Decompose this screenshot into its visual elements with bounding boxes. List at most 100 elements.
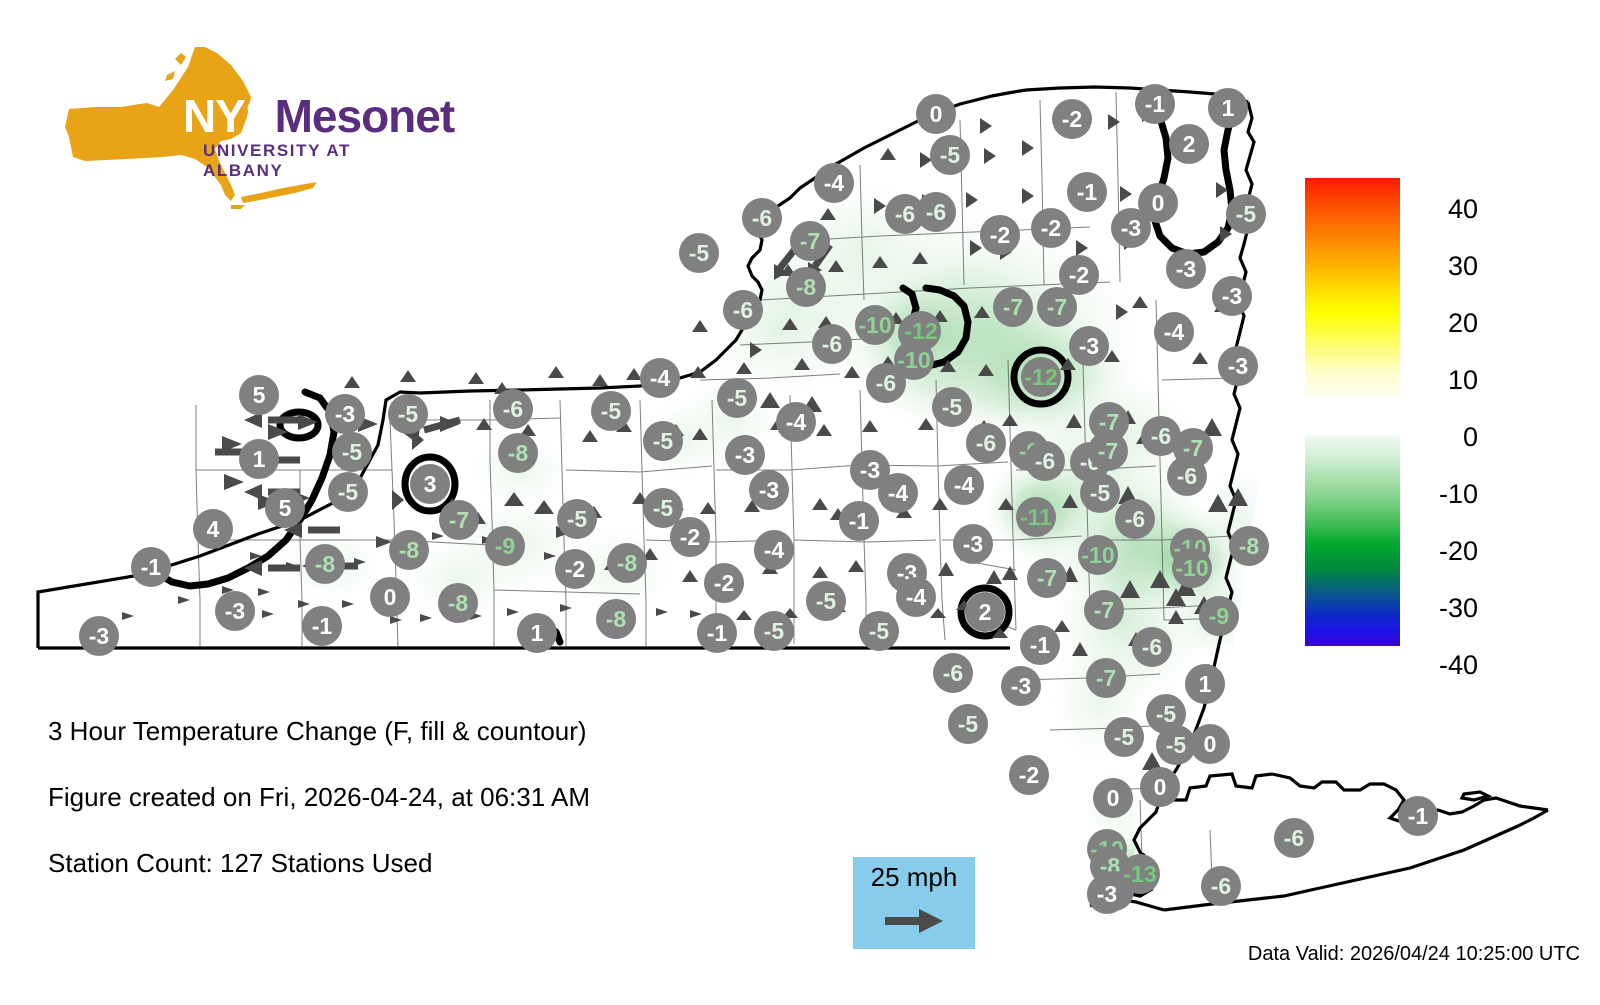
station-marker[interactable]: -5 <box>806 581 846 621</box>
station-marker[interactable]: -5 <box>754 611 794 651</box>
station-marker[interactable]: 2 <box>1169 124 1209 164</box>
station-marker[interactable]: 5 <box>239 375 279 415</box>
station-marker[interactable]: -6 <box>916 192 956 232</box>
station-marker[interactable]: -1 <box>1020 625 1060 665</box>
station-marker[interactable]: 5 <box>265 488 305 528</box>
station-marker[interactable]: -8 <box>786 267 826 307</box>
station-marker[interactable]: 0 <box>1138 183 1178 223</box>
station-marker[interactable]: -7 <box>1173 428 1213 468</box>
station-marker[interactable]: -12 <box>901 311 941 351</box>
station-marker[interactable]: -1 <box>839 501 879 541</box>
station-marker[interactable]: -5 <box>717 378 757 418</box>
station-marker[interactable]: -8 <box>596 599 636 639</box>
station-marker[interactable]: -6 <box>933 653 973 693</box>
station-marker[interactable]: -6 <box>493 389 533 429</box>
station-marker[interactable]: -6 <box>1025 441 1065 481</box>
station-marker[interactable]: -6 <box>966 423 1006 463</box>
station-marker[interactable]: -3 <box>725 435 765 475</box>
station-marker[interactable]: -2 <box>555 549 595 589</box>
station-marker[interactable]: -9 <box>1199 596 1239 636</box>
station-marker[interactable]: -4 <box>640 358 680 398</box>
station-marker[interactable]: -2 <box>1059 255 1099 295</box>
station-marker[interactable]: -11 <box>1016 497 1056 537</box>
station-marker[interactable]: 0 <box>1190 724 1230 764</box>
station-marker[interactable]: -5 <box>932 387 972 427</box>
station-marker[interactable]: 1 <box>1208 88 1248 128</box>
station-marker[interactable]: -2 <box>1052 99 1092 139</box>
station-marker[interactable]: -8 <box>305 544 345 584</box>
station-marker[interactable]: -10 <box>1172 548 1212 588</box>
station-marker[interactable]: -6 <box>742 198 782 238</box>
station-marker[interactable]: -8 <box>438 583 478 623</box>
station-marker[interactable]: -5 <box>328 472 368 512</box>
station-marker[interactable]: 1 <box>517 613 557 653</box>
station-marker[interactable]: -1 <box>131 547 171 587</box>
station-marker[interactable]: -6 <box>812 324 852 364</box>
station-marker[interactable]: -8 <box>498 433 538 473</box>
station-marker[interactable]: -7 <box>993 287 1033 327</box>
station-marker[interactable]: -1 <box>302 606 342 646</box>
station-marker[interactable]: -4 <box>776 402 816 442</box>
station-marker[interactable]: -9 <box>485 526 525 566</box>
station-marker[interactable]: -7 <box>1027 558 1067 598</box>
station-marker[interactable]: -5 <box>948 704 988 744</box>
station-marker[interactable]: -5 <box>1226 194 1266 234</box>
station-marker[interactable]: -3 <box>325 394 365 434</box>
station-marker[interactable]: -1 <box>1398 796 1438 836</box>
station-marker[interactable]: 0 <box>370 577 410 617</box>
station-marker[interactable]: -2 <box>980 215 1020 255</box>
station-marker[interactable]: -3 <box>953 524 993 564</box>
station-marker[interactable]: -5 <box>643 421 683 461</box>
station-marker[interactable]: -12 <box>1021 357 1061 397</box>
station-marker[interactable]: -2 <box>1009 755 1049 795</box>
station-marker[interactable]: -4 <box>896 577 936 617</box>
station-marker[interactable]: 3 <box>410 464 450 504</box>
station-marker[interactable]: -10 <box>1078 535 1118 575</box>
station-marker[interactable]: -1 <box>697 613 737 653</box>
station-marker[interactable]: -6 <box>1201 866 1241 906</box>
station-marker[interactable]: 0 <box>1140 767 1180 807</box>
station-marker[interactable]: -3 <box>1001 666 1041 706</box>
station-marker[interactable]: -5 <box>679 233 719 273</box>
station-marker[interactable]: -3 <box>749 470 789 510</box>
station-marker[interactable]: -1 <box>1135 84 1175 124</box>
station-marker[interactable]: 4 <box>193 509 233 549</box>
station-marker[interactable]: -6 <box>723 290 763 330</box>
station-marker[interactable]: -7 <box>1084 590 1124 630</box>
station-marker[interactable]: -2 <box>670 517 710 557</box>
station-marker[interactable]: -7 <box>1086 658 1126 698</box>
station-marker[interactable]: -6 <box>1115 499 1155 539</box>
station-marker[interactable]: -5 <box>557 499 597 539</box>
station-marker[interactable]: -8 <box>1229 526 1269 566</box>
station-marker[interactable]: -4 <box>878 473 918 513</box>
station-marker[interactable]: 1 <box>1185 664 1225 704</box>
station-marker[interactable]: -5 <box>930 135 970 175</box>
station-marker[interactable]: -2 <box>1031 208 1071 248</box>
station-marker[interactable]: 0 <box>916 94 956 134</box>
station-marker[interactable]: 1 <box>239 439 279 479</box>
station-marker[interactable]: -13 <box>1120 854 1160 894</box>
station-marker[interactable]: -5 <box>1080 473 1120 513</box>
station-marker[interactable]: -1 <box>1067 172 1107 212</box>
station-marker[interactable]: -3 <box>79 616 119 656</box>
station-marker[interactable]: -7 <box>790 221 830 261</box>
station-marker[interactable]: -4 <box>754 530 794 570</box>
station-marker[interactable]: -4 <box>944 465 984 505</box>
station-marker[interactable]: -5 <box>591 391 631 431</box>
station-marker[interactable]: -5 <box>388 394 428 434</box>
station-marker[interactable]: -8 <box>607 543 647 583</box>
station-marker[interactable]: -4 <box>1154 312 1194 352</box>
station-marker[interactable]: -5 <box>332 432 372 472</box>
station-marker[interactable]: -5 <box>859 611 899 651</box>
station-marker[interactable]: -3 <box>215 591 255 631</box>
station-marker[interactable]: -6 <box>1132 627 1172 667</box>
station-marker[interactable]: -3 <box>1212 276 1252 316</box>
station-marker[interactable]: -3 <box>1166 249 1206 289</box>
station-marker[interactable]: -10 <box>855 305 895 345</box>
station-marker[interactable]: 0 <box>1093 778 1133 818</box>
station-marker[interactable]: -4 <box>814 163 854 203</box>
station-marker[interactable]: 2 <box>965 592 1005 632</box>
station-marker[interactable]: -3 <box>1218 346 1258 386</box>
station-marker[interactable]: -5 <box>1104 717 1144 757</box>
station-marker[interactable]: -3 <box>1069 326 1109 366</box>
